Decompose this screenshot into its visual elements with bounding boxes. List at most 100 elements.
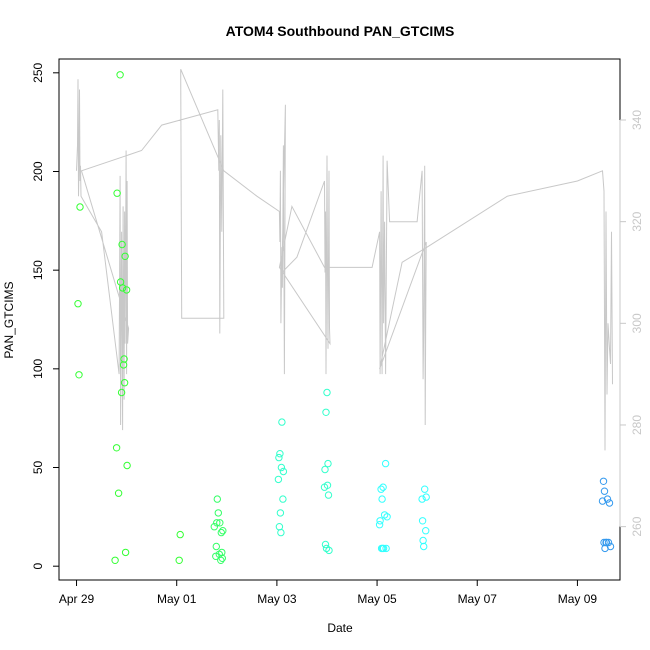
data-point — [276, 450, 284, 458]
data-point — [422, 527, 430, 535]
y-axis-right: 260 280 300 320 340 — [619, 110, 644, 537]
data-point — [418, 517, 427, 525]
y-tick-label: 100 — [31, 359, 45, 379]
x-axis-label: Date — [327, 621, 353, 635]
data-point — [602, 538, 611, 547]
y-tick-label: 150 — [31, 260, 45, 280]
data-point — [379, 483, 387, 491]
data-point — [420, 542, 428, 551]
data-point — [277, 463, 286, 472]
data-point — [74, 300, 82, 308]
data-point — [376, 517, 384, 525]
data-point — [121, 548, 130, 557]
data-point — [604, 538, 613, 547]
data-point — [76, 203, 84, 211]
data-point — [321, 465, 329, 474]
y2-tick-label: 320 — [630, 211, 644, 231]
plot-frame — [58, 58, 621, 581]
data-point — [112, 444, 121, 452]
data-point — [275, 453, 283, 462]
x-tick-label: May 07 — [458, 592, 498, 606]
data-point — [217, 556, 225, 564]
x-tick-label: May 01 — [157, 592, 197, 606]
data-point — [598, 497, 607, 505]
data-point — [216, 519, 224, 527]
data-point — [323, 481, 332, 489]
data-point — [117, 388, 126, 397]
data-point — [210, 523, 219, 531]
data-point — [118, 240, 126, 249]
data-point — [382, 544, 390, 553]
data-point — [378, 495, 386, 503]
data-point — [212, 552, 220, 560]
right-axis-series-line — [76, 69, 613, 451]
data-point — [214, 509, 223, 517]
y-tick-label: 0 — [31, 563, 45, 570]
y-axis-label: PAN_GTCIMS — [2, 281, 16, 358]
data-point — [279, 467, 288, 476]
x-tick-label: May 09 — [558, 592, 598, 606]
data-point — [322, 408, 330, 416]
data-point — [219, 527, 227, 535]
data-point — [324, 459, 332, 468]
data-point — [383, 513, 391, 521]
data-point — [121, 252, 129, 260]
data-point — [122, 286, 131, 294]
data-point — [324, 491, 333, 499]
data-point — [276, 509, 285, 517]
data-point — [375, 521, 384, 529]
data-point — [275, 523, 284, 531]
data-point — [323, 388, 331, 397]
data-point — [603, 495, 612, 503]
data-point — [116, 71, 124, 79]
line-series-layer — [76, 69, 613, 451]
data-point — [111, 556, 119, 564]
x-tick-label: May 03 — [257, 592, 297, 606]
y2-tick-label: 260 — [630, 516, 644, 536]
data-point — [599, 477, 608, 485]
data-point — [213, 519, 221, 527]
data-point — [217, 528, 226, 537]
data-point — [175, 556, 183, 564]
y-tick-label: 200 — [31, 161, 45, 181]
data-point — [176, 530, 184, 539]
data-point — [379, 544, 388, 553]
x-tick-label: May 05 — [357, 592, 397, 606]
data-point — [212, 542, 221, 551]
x-axis: Apr 29 May 01 May 03 May 05 May 07 May 09 — [59, 579, 598, 606]
x-tick-label: Apr 29 — [59, 592, 95, 606]
y-tick-label: 250 — [31, 62, 45, 82]
data-point — [421, 485, 429, 493]
data-point — [120, 379, 129, 387]
data-point — [606, 542, 615, 551]
data-point — [605, 499, 614, 507]
data-point — [325, 546, 333, 555]
data-point — [118, 284, 127, 292]
data-point — [600, 487, 609, 495]
data-point — [322, 544, 331, 553]
data-point — [279, 495, 287, 503]
data-point — [321, 540, 330, 549]
data-point — [114, 489, 123, 497]
scatter-points-layer — [74, 71, 615, 564]
y-tick-label: 50 — [31, 461, 45, 475]
data-point — [422, 493, 430, 501]
y-axis-left: 0 50 100 150 200 250 — [31, 62, 60, 570]
data-point — [218, 554, 227, 562]
chart-title: ATOM4 Southbound PAN_GTCIMS — [226, 23, 455, 39]
data-point — [113, 189, 121, 197]
data-point — [418, 495, 426, 503]
data-point — [381, 459, 390, 468]
data-point — [75, 371, 83, 379]
y2-tick-label: 300 — [630, 313, 644, 333]
data-point — [277, 528, 285, 537]
data-point — [419, 536, 427, 545]
data-point — [377, 485, 385, 493]
data-point — [213, 495, 222, 503]
data-point — [278, 418, 286, 426]
data-point — [123, 461, 131, 470]
data-point — [120, 355, 128, 363]
data-point — [274, 475, 283, 484]
y2-tick-label: 280 — [630, 415, 644, 435]
